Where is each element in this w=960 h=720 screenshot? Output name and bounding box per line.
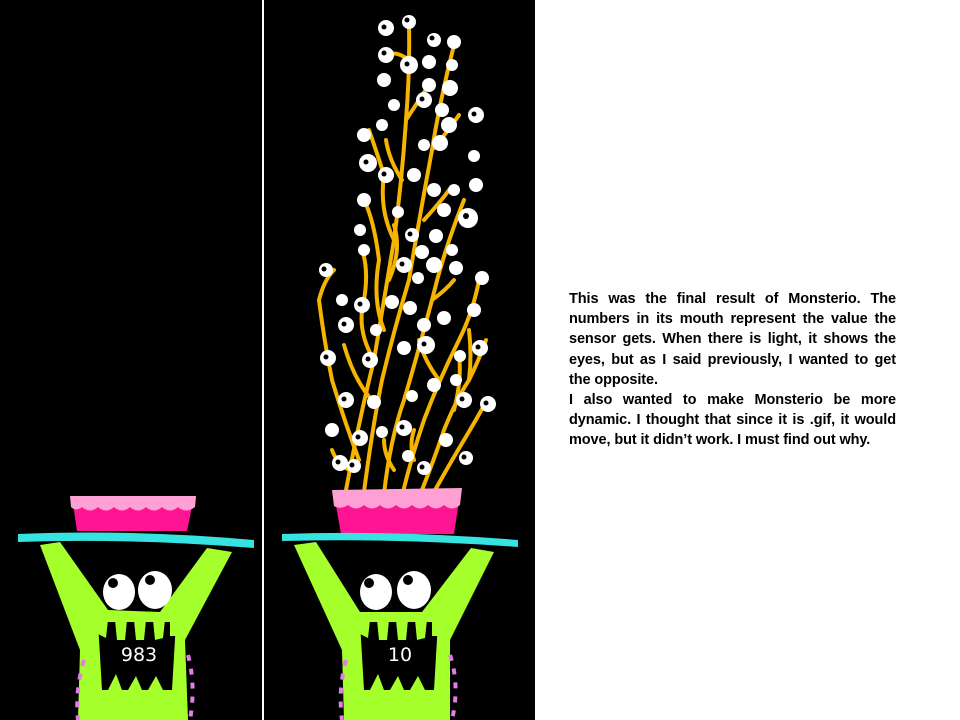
monster-body <box>294 542 494 720</box>
caption: This was the final result of Monsterio. … <box>569 289 896 451</box>
flower-pot <box>70 496 196 531</box>
stem-pupils <box>321 17 489 470</box>
monster-eye-right <box>397 571 431 609</box>
monsterio-panel-dark: 10 <box>264 0 535 720</box>
sensor-reading: 983 <box>121 644 157 666</box>
monsterio-illustration-bright: 983 <box>18 496 254 720</box>
flower-pot <box>332 488 462 534</box>
monster-eye-left <box>103 574 135 610</box>
monsterio-panel-bright: 983 <box>0 0 262 720</box>
caption-paragraph-1: This was the final result of Monsterio. … <box>569 291 896 388</box>
monster-eye-right <box>138 571 172 609</box>
monsterio-illustration-dark: 10 <box>282 15 518 720</box>
plate <box>18 532 254 548</box>
caption-paragraph-2: I also wanted to make Monsterio be more … <box>569 392 896 449</box>
monster-body <box>40 542 232 720</box>
plate <box>282 532 518 547</box>
monster-eye-left <box>360 574 392 610</box>
sensor-reading: 10 <box>388 644 412 666</box>
